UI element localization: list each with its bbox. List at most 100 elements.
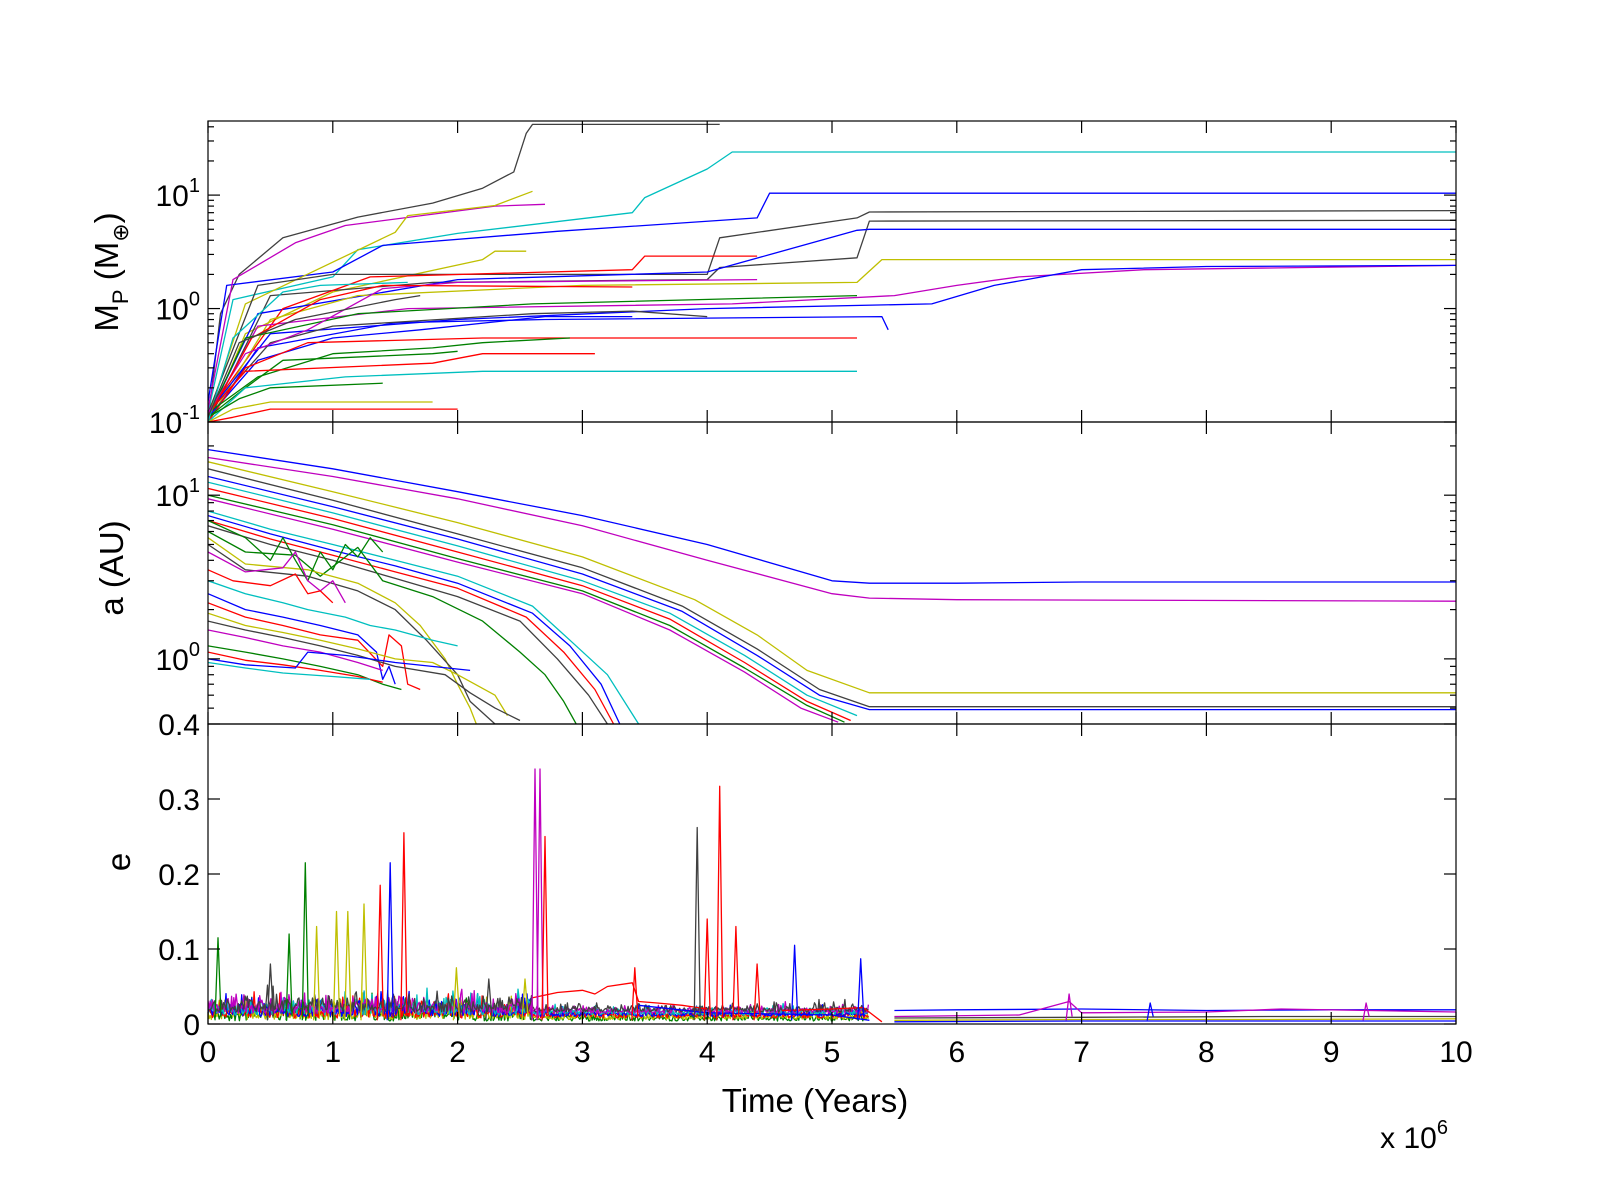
mass-ylabel-main: M [88, 304, 125, 332]
semimajor-series-group [208, 448, 1456, 724]
eccentricity-ytick-label-3: 0.3 [158, 784, 200, 817]
x-tick-label-7: 7 [1073, 1036, 1090, 1069]
semimajor-series-9 [208, 510, 640, 724]
eccentricity-series-group [208, 768, 1456, 1023]
mass-series-9 [208, 255, 758, 414]
mass-series-15 [208, 310, 708, 414]
mass-series-20 [208, 353, 595, 414]
eccentricity-spike-11 [452, 967, 461, 1021]
eccentricity-frame [207, 723, 1457, 1025]
mass-series-27 [208, 281, 408, 422]
x-tick-label-4: 4 [699, 1036, 716, 1069]
mass-series-24 [208, 408, 458, 422]
mass-series-3 [208, 203, 546, 410]
mass-series-10 [208, 258, 1456, 422]
x-tick-label-2: 2 [449, 1036, 466, 1069]
semimajor-ytick-label-2: 101 [156, 475, 201, 513]
mass-series-21 [208, 370, 857, 422]
semimajor-ytick-label-0: 0.4 [158, 709, 200, 742]
eccentricity-series-2 [638, 1004, 870, 1021]
semimajor-series-3 [208, 468, 1456, 708]
mass-ytick-label-1: 100 [156, 289, 201, 327]
semimajor-series-24 [208, 629, 383, 672]
eccentricity-spike-0 [214, 937, 222, 1021]
x-multiplier-exponent: 6 [1437, 1117, 1448, 1139]
eccentricity-y-axis-label: e [100, 853, 137, 871]
mass-ytick-label-2: 101 [156, 175, 201, 213]
eccentricity-series-4 [894, 1000, 1456, 1018]
x-tick-label-5: 5 [824, 1036, 841, 1069]
mass-ytick-label-base-0: 10 [149, 407, 182, 440]
mass-ytick-label-exp-0: -1 [182, 402, 200, 424]
semimajor-series-1 [208, 456, 1456, 602]
semimajor-ytick-label-1: 100 [156, 639, 201, 677]
semimajor-series-18 [208, 569, 334, 604]
semimajor-ytick-label-base-1: 10 [156, 644, 189, 677]
noise-band-red [208, 991, 869, 1019]
mass-ytick-label-base-1: 10 [156, 294, 189, 327]
x-tick-label-3: 3 [574, 1036, 591, 1069]
mass-series-18 [208, 337, 570, 414]
semimajor-series-26 [208, 651, 383, 683]
semimajor-series-2 [208, 461, 1456, 694]
mass-ytick-label-0: 10-1 [149, 402, 200, 440]
mass-frame [207, 120, 1457, 423]
eccentricity-spike-25 [1065, 993, 1073, 1021]
mass-series-19 [208, 350, 458, 418]
semimajor-series-6 [208, 487, 851, 722]
eccentricity-ytick-label-2: 0.2 [158, 859, 200, 892]
semimajor-series-4 [208, 475, 1456, 711]
semimajor-ytick-label-base-2: 10 [156, 480, 189, 513]
mass-series-25 [208, 278, 758, 414]
semimajor-series-0 [208, 448, 1456, 584]
mass-ytick-label-exp-2: 1 [189, 175, 200, 197]
x-multiplier-label: x 106 [1380, 1117, 1448, 1155]
semimajor-series-13 [208, 530, 577, 724]
eccentricity-spike-13 [521, 978, 529, 1021]
eccentricity-series-7 [894, 1020, 1456, 1023]
x-tick-label-0: 0 [200, 1036, 217, 1069]
semimajor-series-22 [208, 612, 509, 716]
eccentricity-spike-9 [386, 862, 394, 1021]
semimajor-series-5 [208, 481, 858, 717]
eccentricity-series-5 [894, 1015, 1456, 1019]
eccentricity-spike-26 [1146, 1002, 1154, 1021]
mass-series-13 [208, 294, 858, 418]
semimajor-series-27 [208, 651, 471, 672]
x-tick-label-1: 1 [324, 1036, 341, 1069]
mass-series-2 [208, 192, 1456, 403]
mass-series-7 [208, 219, 1456, 422]
mass-series-group [208, 123, 1456, 422]
mass-ytick-label-exp-1: 0 [189, 289, 200, 311]
mass-series-4 [208, 190, 533, 418]
eccentricity-spike-8 [376, 884, 384, 1021]
mass-ylabel-unit-close: ) [88, 212, 125, 223]
eccentricity-spike-2 [285, 933, 293, 1021]
eccentricity-series-6 [894, 1018, 1456, 1021]
semimajor-series-23 [208, 620, 521, 722]
mass-series-11 [208, 264, 1456, 418]
semimajor-ytick-label-exp-1: 0 [189, 639, 200, 661]
mass-ylabel-unit-open: (M [88, 242, 125, 290]
semimajor-series-15 [208, 543, 520, 724]
eccentricity-spike-27 [1362, 1002, 1370, 1021]
eccentricity-spike-3 [301, 862, 309, 1021]
mass-ylabel-unit-sub: ⊕ [108, 223, 133, 241]
mass-ytick-label-base-2: 10 [156, 180, 189, 213]
mass-series-12 [208, 264, 1456, 414]
eccentricity-spike-12 [485, 978, 493, 1021]
x-tick-label-8: 8 [1198, 1036, 1215, 1069]
x-tick-label-6: 6 [948, 1036, 965, 1069]
mass-series-23 [208, 401, 433, 422]
semimajor-series-16 [208, 519, 384, 582]
semimajor-series-14 [208, 537, 477, 724]
semimajor-series-25 [208, 645, 402, 691]
eccentricity-series-0 [532, 982, 708, 1010]
series-layer [208, 123, 1456, 1023]
semimajor-series-8 [208, 498, 839, 723]
eccentricity-spike-16 [541, 835, 549, 1021]
semimajor-series-19 [208, 580, 458, 647]
semimajor-series-11 [208, 519, 615, 724]
